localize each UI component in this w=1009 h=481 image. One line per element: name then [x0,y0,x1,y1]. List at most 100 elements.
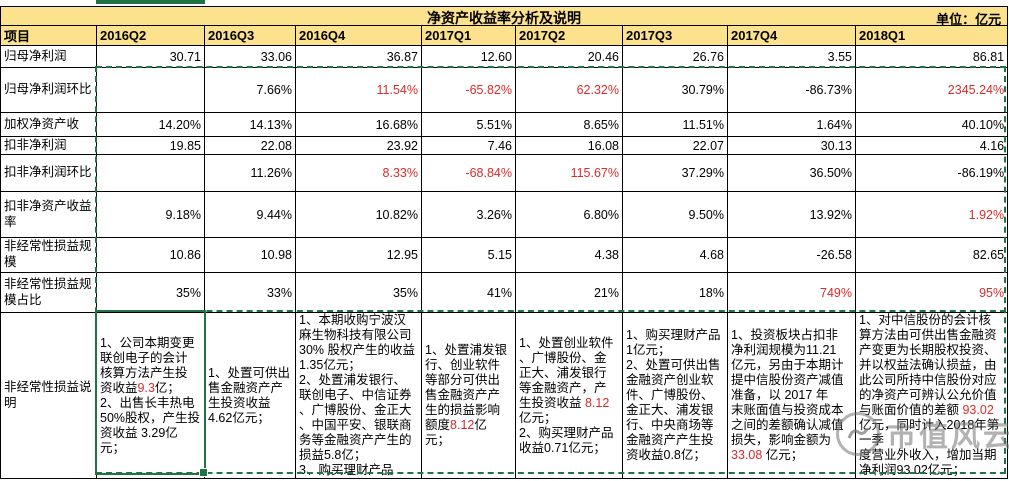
value-cell[interactable]: 12.95 [295,237,422,273]
unit-label: 单位：亿元 [936,12,1002,26]
value-cell[interactable]: 30.79% [622,67,728,113]
value-cell[interactable]: 8.65% [515,112,623,137]
value-cell[interactable]: -86.19% [854,154,1009,192]
value-cell[interactable]: -65.82% [421,67,516,113]
note-highlight: 93.02 [962,403,994,417]
note-text: 亿 元； [425,418,487,447]
value-cell[interactable]: 41% [421,272,516,313]
value-cell[interactable]: -26.58 [727,237,856,273]
row-label[interactable]: 扣非净利润环比 [0,154,97,192]
value-cell[interactable]: 11.51% [622,112,728,137]
note-cell[interactable]: 1、处置可供出 售金融资产产 生投资收益 4.62亿元； [204,312,296,479]
note-cell[interactable]: 1、处置浦发银 行、创业软件 等部分可供出 售金融资产产 生的损益影响 额度8.… [421,312,516,479]
column-header[interactable]: 2016Q4 [295,25,422,46]
value-cell[interactable]: 36.50% [727,154,856,192]
value-cell[interactable]: 4.38 [515,237,623,273]
column-header[interactable]: 2016Q3 [204,25,296,46]
table-row: 非经常性损益规模 10.86 10.98 12.95 5.15 4.38 4.68 -26.5… [0,237,1009,273]
column-header[interactable]: 项目 [0,25,97,46]
value-cell[interactable]: 11.26% [204,154,296,192]
note-cell[interactable]: 1、本期收购宁波汉 麻生物科技有限公司 30% 股权产生的收益 1.35亿元； … [295,312,422,479]
row-label[interactable]: 归母净利润环比 [0,67,97,113]
value-cell[interactable]: 3.26% [421,191,516,238]
value-cell[interactable]: 9.50% [622,191,728,238]
value-cell[interactable]: 10.86 [96,237,205,273]
note-cell[interactable]: 1、购买理财产品 1亿元； 2、处置可供出售 金融资产创业软 件、广博股份、 金… [622,312,728,479]
value-cell[interactable]: 8.33% [295,154,422,192]
column-header[interactable]: 2016Q2 [96,25,205,46]
row-label[interactable]: 扣非净利润 [0,136,97,155]
page-title: 净资产收益率分析及说明 [427,10,582,26]
value-cell[interactable]: 5.51% [421,112,516,137]
value-cell[interactable]: 35% [96,272,205,313]
row-label[interactable]: 扣非净资产收益率 [0,191,97,238]
column-header[interactable]: 2017Q3 [622,25,728,46]
value-cell[interactable]: 95% [854,272,1009,313]
value-cell[interactable]: 18% [622,272,728,313]
column-header[interactable]: 2017Q1 [421,25,516,46]
value-cell[interactable]: 9.44% [204,191,296,238]
value-cell[interactable]: 26.76 [622,45,728,68]
row-label[interactable]: 非经常性损益规模占比 [0,272,97,313]
value-cell[interactable]: 22.07 [622,136,728,155]
value-cell[interactable]: 30.13 [727,136,856,155]
roe-table: 净资产收益率分析及说明 单位：亿元 项目 2016Q2 2016Q3 2016Q4 20… [0,6,1009,479]
value-cell[interactable]: -68.84% [421,154,516,192]
value-cell[interactable]: 749% [727,272,856,313]
value-cell[interactable]: 13.92% [727,191,856,238]
note-cell[interactable]: 1、投资板块占扣非 净利润规模为11.21 亿元，另由于本期计 提中信股份资产减… [727,312,856,479]
value-cell[interactable]: -86.73% [727,67,856,113]
value-cell[interactable]: 36.87 [295,45,422,68]
value-cell[interactable]: 14.20% [96,112,205,137]
value-cell[interactable]: 22.08 [204,136,296,155]
value-cell[interactable]: 30.71 [96,45,205,68]
value-cell[interactable]: 16.68% [295,112,422,137]
value-cell[interactable]: 20.46 [515,45,623,68]
value-cell[interactable]: 21% [515,272,623,313]
note-cell[interactable]: 1、对中信股份的会计核 算方法由可供出售金融资 产变更为长期股权投资、 并以权益… [854,312,1009,479]
column-header[interactable]: 2018Q1 [854,25,1009,46]
value-cell[interactable]: 5.15 [421,237,516,273]
value-cell[interactable]: 40.10% [854,112,1009,137]
row-label[interactable]: 非经常性损益说明 [0,312,97,479]
table-row: 非经常性损益规模占比 35% 33% 35% 41% 21% 18% 749% 95% [0,272,1009,313]
value-cell[interactable]: 35% [295,272,422,313]
value-cell[interactable]: 62.32% [515,67,623,113]
row-label[interactable]: 加权净资产收 [0,112,97,137]
value-cell[interactable]: 12.60 [421,45,516,68]
value-cell[interactable]: 10.98 [204,237,296,273]
value-cell[interactable]: 23.92 [295,136,422,155]
row-label[interactable]: 归母净利润 [0,45,97,68]
value-cell[interactable]: 2345.24% [854,67,1009,113]
value-cell[interactable] [96,154,205,192]
title-cell[interactable]: 净资产收益率分析及说明 单位：亿元 [0,6,1009,26]
value-cell[interactable]: 37.29% [622,154,728,192]
value-cell[interactable]: 7.46 [421,136,516,155]
row-label[interactable]: 非经常性损益规模 [0,237,97,273]
note-text: 亿元； 2、购买理财产品 收益0.71亿元； [519,410,614,455]
value-cell[interactable]: 33% [204,272,296,313]
value-cell[interactable]: 4.16 [854,136,1009,155]
value-cell[interactable]: 3.55 [727,45,856,68]
value-cell[interactable]: 33.06 [204,45,296,68]
value-cell[interactable]: 14.13% [204,112,296,137]
value-cell[interactable]: 115.67% [515,154,623,192]
note-cell[interactable]: 1、公司本期变更 联创电子的会计 核算方法产生投 资收益9.3亿； 2、出售长丰… [96,312,205,479]
value-cell[interactable]: 7.66% [204,67,296,113]
value-cell[interactable]: 11.54% [295,67,422,113]
value-cell[interactable]: 9.18% [96,191,205,238]
value-cell[interactable]: 6.80% [515,191,623,238]
value-cell[interactable]: 1.92% [854,191,1009,238]
note-cell[interactable]: 1、处置创业软件 、广博股份、金 正大、浦发银行 等金融资产，产 生投资收益 8… [515,312,623,479]
value-cell[interactable]: 16.08 [515,136,623,155]
value-cell[interactable]: 4.68 [622,237,728,273]
value-cell[interactable]: 82.65 [854,237,1009,273]
value-cell[interactable]: 1.64% [727,112,856,137]
value-cell[interactable]: 10.82% [295,191,422,238]
value-cell[interactable] [96,67,205,113]
value-cell[interactable]: 19.85 [96,136,205,155]
column-header[interactable]: 2017Q4 [727,25,856,46]
column-header[interactable]: 2017Q2 [515,25,623,46]
value-cell[interactable]: 86.81 [854,45,1009,68]
